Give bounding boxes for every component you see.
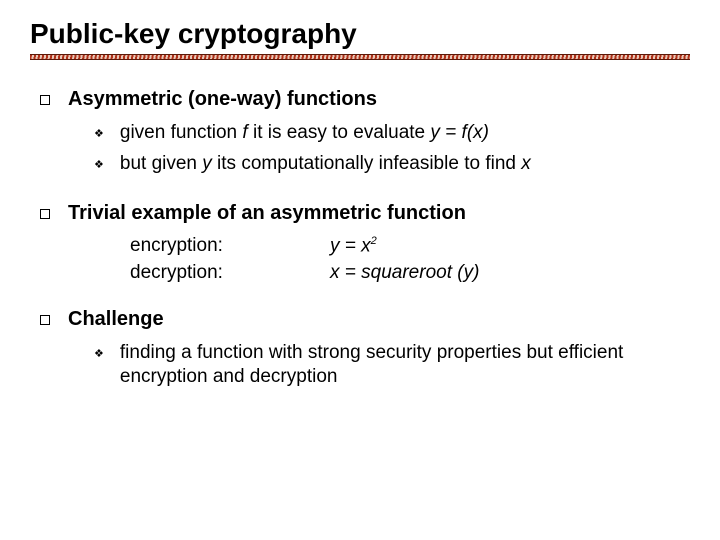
bullet-text: but given y its computationally infeasib… (120, 152, 531, 177)
title-divider (30, 54, 690, 60)
section-heading-text: Asymmetric (one-way) functions (68, 88, 377, 111)
bullet-item: ❖ given function f it is easy to evaluat… (30, 121, 690, 146)
section-heading-2: Trivial example of an asymmetric functio… (30, 202, 690, 225)
square-bullet-icon (40, 209, 50, 219)
example-value: y = x2 (330, 235, 377, 257)
diamond-bullet-icon: ❖ (94, 347, 104, 360)
example-label: decryption: (130, 262, 330, 284)
bullet-item: ❖ but given y its computationally infeas… (30, 152, 690, 177)
bullet-item: ❖ finding a function with strong securit… (30, 341, 690, 390)
section-heading-text: Challenge (68, 308, 164, 331)
example-row: decryption: x = squareroot (y) (30, 262, 690, 284)
section-heading-text: Trivial example of an asymmetric functio… (68, 202, 466, 225)
example-label: encryption: (130, 235, 330, 257)
section-heading-3: Challenge (30, 308, 690, 331)
section-heading-1: Asymmetric (one-way) functions (30, 88, 690, 111)
example-row: encryption: y = x2 (30, 235, 690, 257)
slide-title: Public-key cryptography (30, 18, 690, 50)
diamond-bullet-icon: ❖ (94, 158, 104, 171)
example-value: x = squareroot (y) (330, 262, 479, 284)
square-bullet-icon (40, 95, 50, 105)
diamond-bullet-icon: ❖ (94, 127, 104, 140)
bullet-text: finding a function with strong security … (120, 341, 690, 390)
bullet-text: given function f it is easy to evaluate … (120, 121, 489, 146)
square-bullet-icon (40, 315, 50, 325)
